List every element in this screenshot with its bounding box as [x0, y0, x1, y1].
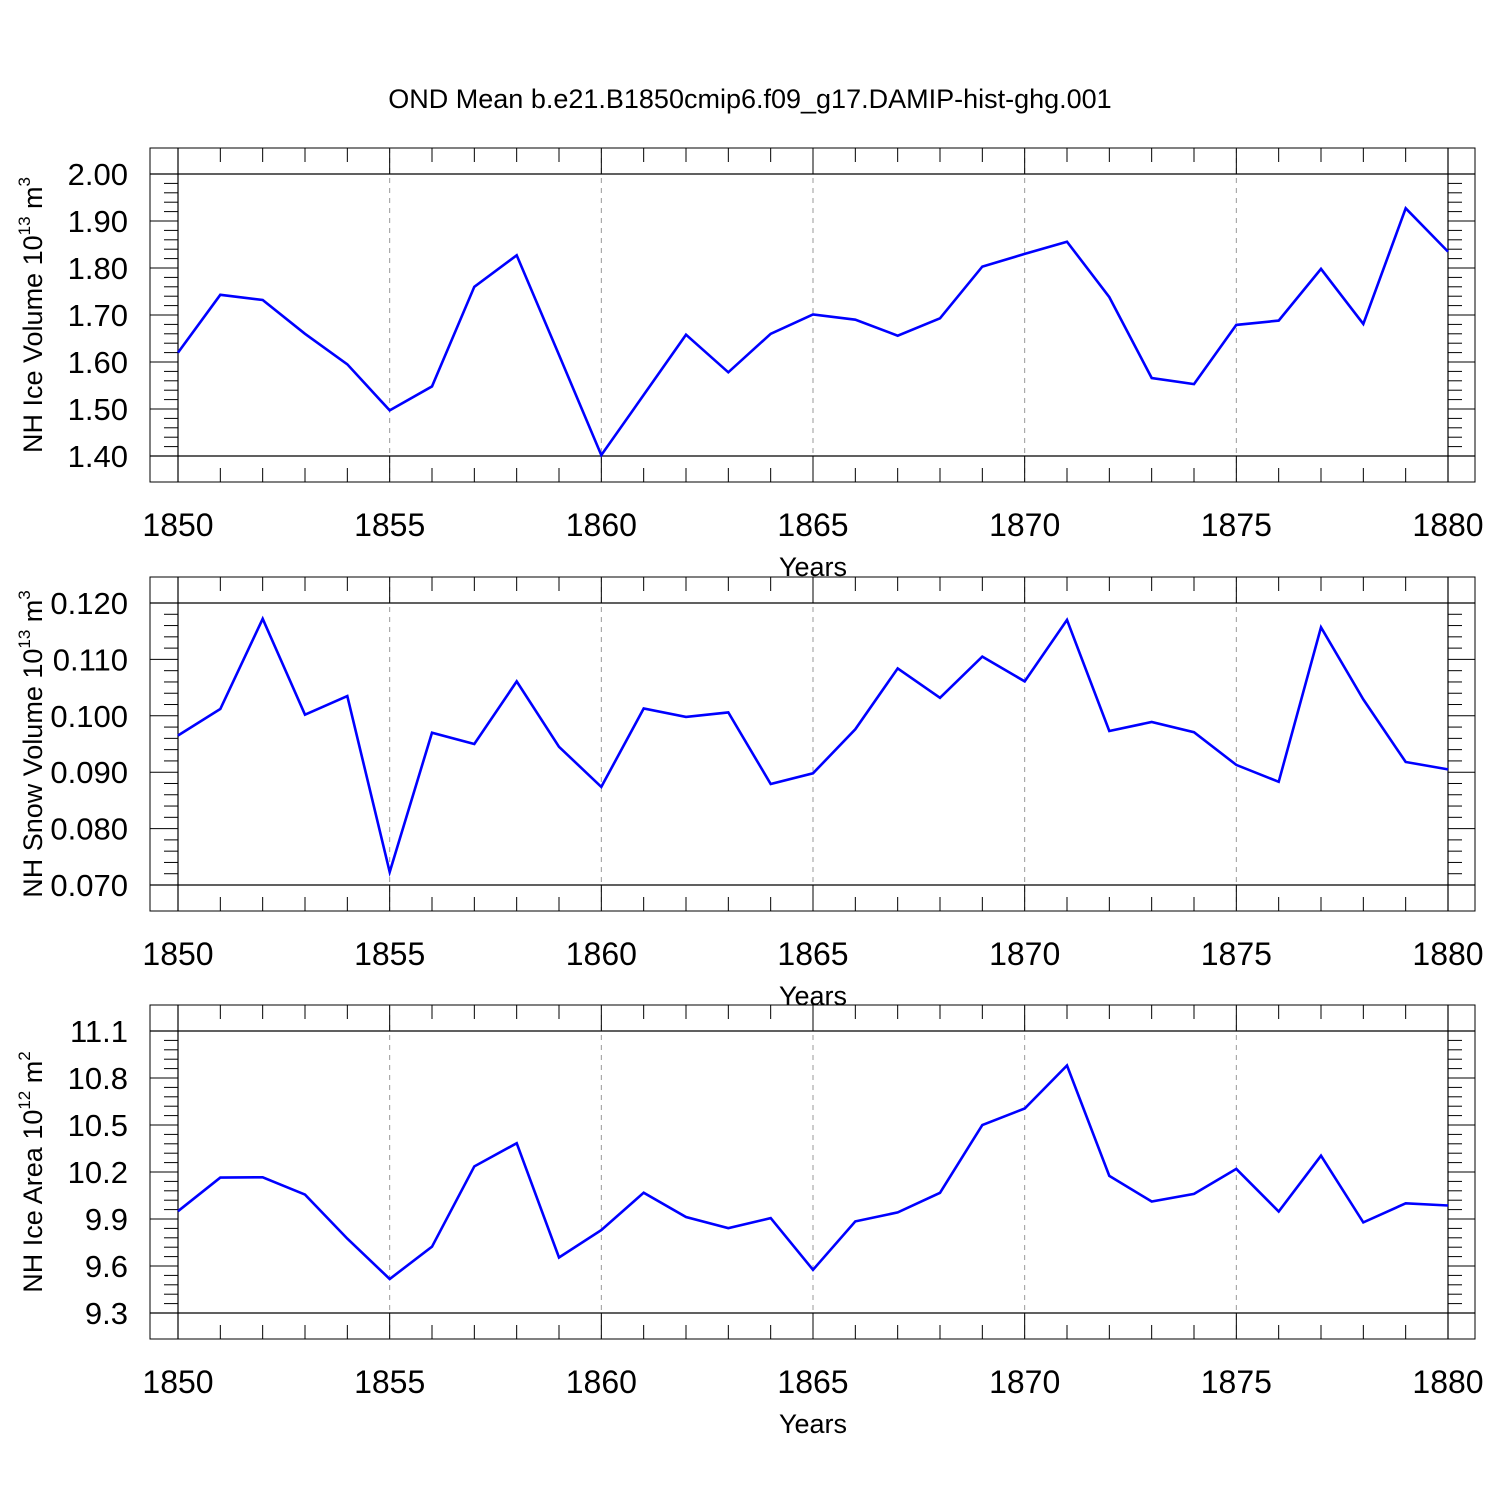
y-axis-label: NH Ice Area 1012 m2: [15, 1051, 48, 1292]
y-tick-label: 1.50: [68, 392, 128, 427]
y-tick-label: 1.90: [68, 204, 128, 239]
x-tick-label: 1855: [354, 1364, 425, 1400]
y-axis-label-superscript: 3: [15, 177, 34, 186]
y-tick-label: 10.5: [68, 1108, 128, 1143]
series-line: [177, 615, 1449, 877]
panel-1: 1.40 1.50 1.60 1.70 1.80 1.90 2.00 1850 1855 1860…: [15, 147, 1484, 582]
x-tick-label: 1870: [989, 1364, 1060, 1400]
y-axis-label-text: NH Ice Volume 10: [18, 235, 48, 453]
y-axis-label-superscript: 2: [15, 1051, 34, 1060]
y-axis-label-superscript: 12: [15, 1091, 34, 1110]
x-tick-label: 1850: [142, 507, 213, 543]
panel-2: 0.070 0.080 0.090 0.100 0.110 0.120 1850 1855 18…: [15, 576, 1484, 1011]
y-axis-label: NH Snow Volume 1013 m3: [15, 590, 48, 898]
y-tick-label: 2.00: [68, 157, 128, 192]
y-axis-label-superscript: 13: [15, 216, 34, 235]
x-tick-label: 1870: [989, 507, 1060, 543]
x-axis-label: Years: [779, 1409, 847, 1439]
x-tick-label: 1860: [566, 1364, 637, 1400]
chart-title: OND Mean b.e21.B1850cmip6.f09_g17.DAMIP-…: [388, 84, 1112, 114]
y-tick-label: 9.6: [85, 1249, 128, 1284]
y-tick-label: 0.110: [53, 642, 128, 677]
y-tick-label: 9.9: [85, 1202, 128, 1237]
y-tick-label: 0.080: [50, 812, 128, 847]
x-tick-label: 1865: [777, 507, 848, 543]
x-tick-label: 1860: [566, 507, 637, 543]
x-tick-label: 1880: [1412, 1364, 1483, 1400]
y-tick-label: 1.40: [68, 439, 128, 474]
y-tick-label: 0.100: [50, 699, 128, 734]
y-axis-label-text: m: [18, 600, 48, 630]
x-tick-label: 1880: [1412, 936, 1483, 972]
y-axis-label-text: m: [18, 186, 48, 216]
y-axis-label-text: NH Snow Volume 10: [18, 649, 48, 898]
y-tick-label: 9.3: [85, 1296, 128, 1331]
x-tick-label: 1850: [142, 1364, 213, 1400]
x-tick-label: 1855: [354, 936, 425, 972]
y-axis-label: NH Ice Volume 1013 m3: [15, 177, 48, 453]
x-tick-label: 1860: [566, 936, 637, 972]
x-tick-label: 1880: [1412, 507, 1483, 543]
y-axis-label-text: NH Ice Area 10: [18, 1110, 48, 1293]
x-tick-label: 1870: [989, 936, 1060, 972]
y-tick-label: 10.8: [68, 1061, 128, 1096]
y-tick-label: 10.2: [68, 1155, 128, 1190]
x-tick-label: 1875: [1201, 507, 1272, 543]
y-tick-label: 0.120: [50, 586, 128, 621]
y-tick-label: 11.1: [70, 1014, 128, 1049]
y-tick-label: 1.70: [68, 298, 128, 333]
series-line: [177, 1063, 1449, 1281]
y-axis-label-text: m: [18, 1061, 48, 1091]
x-tick-label: 1855: [354, 507, 425, 543]
x-tick-label: 1850: [142, 936, 213, 972]
x-tick-label: 1875: [1201, 1364, 1272, 1400]
y-tick-label: 1.60: [68, 345, 128, 380]
panel-3: 9.3 9.6 9.9 10.2 10.5 10.8 11.1 1850 1855 1860 186…: [15, 1004, 1484, 1439]
series-line: [176, 205, 1449, 458]
x-tick-label: 1865: [777, 1364, 848, 1400]
y-tick-label: 0.070: [50, 868, 128, 903]
y-tick-label: 0.090: [50, 755, 128, 790]
y-axis-label-superscript: 3: [15, 590, 34, 599]
y-axis-label-superscript: 13: [15, 630, 34, 649]
y-tick-label: 1.80: [68, 251, 128, 286]
x-tick-label: 1865: [777, 936, 848, 972]
x-tick-label: 1875: [1201, 936, 1272, 972]
